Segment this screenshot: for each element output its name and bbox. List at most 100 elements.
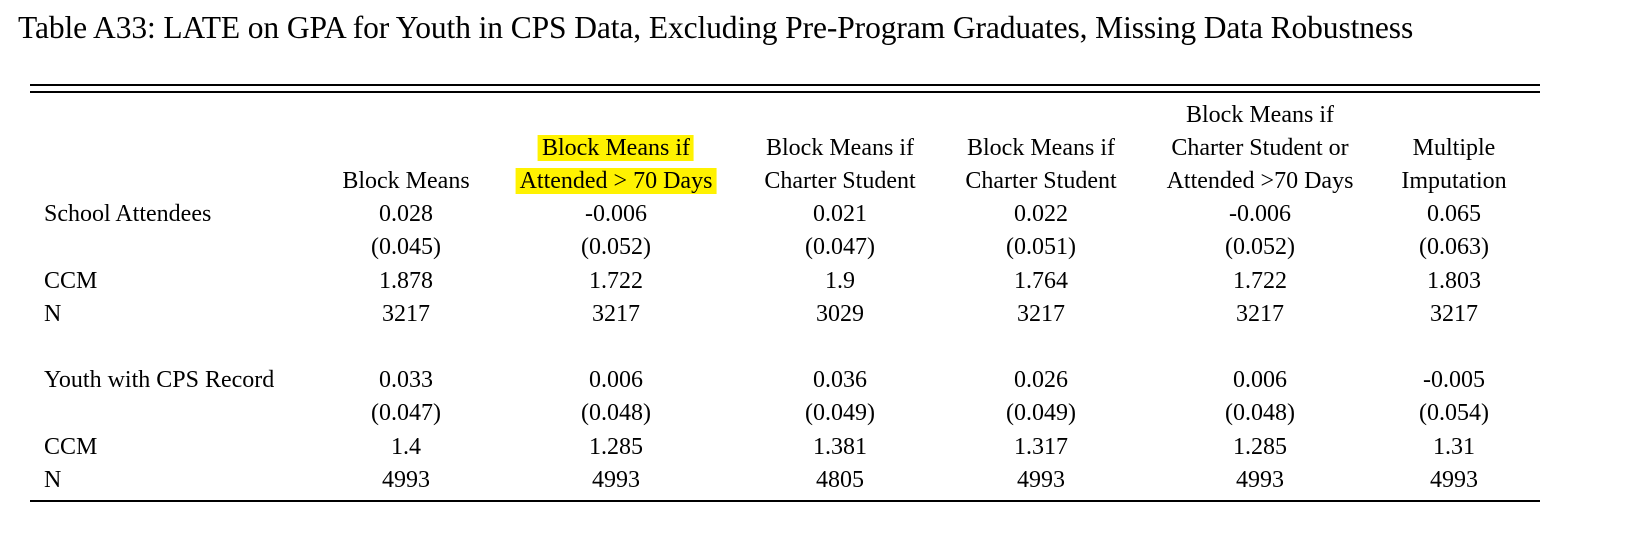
table-row: N 4993 4993 4805 4993 4993 4993 bbox=[30, 464, 1540, 497]
table-header-row: Block Means Block Means if Attended > 70 D… bbox=[30, 98, 1540, 198]
table-cell: 0.021 bbox=[813, 201, 867, 227]
table-cell: 4993 bbox=[382, 467, 430, 494]
table-row: Youth with CPS Record 0.033 0.006 0.036 0.02… bbox=[30, 364, 1540, 397]
table-cell: 0.065 bbox=[1427, 201, 1481, 227]
panel-spacer bbox=[30, 331, 1540, 364]
column-header-line: Charter Student bbox=[764, 165, 915, 198]
table-row: (0.045) (0.052) (0.047) (0.051) (0.052) (0.06… bbox=[30, 231, 1540, 264]
column-header-line: Block Means if bbox=[764, 132, 915, 165]
table-cell: 1.285 bbox=[589, 433, 643, 460]
table-cell: (0.047) bbox=[805, 234, 875, 261]
table-cell: (0.048) bbox=[1225, 400, 1295, 427]
table-cell: (0.054) bbox=[1419, 400, 1489, 427]
column-header-2: Block Means if Attended > 70 Days bbox=[515, 132, 717, 198]
table-cell: 0.036 bbox=[813, 367, 867, 394]
column-header-1: Block Means bbox=[342, 165, 469, 198]
column-header-text: Block Means if bbox=[538, 135, 694, 161]
table-cell: 1.722 bbox=[1233, 267, 1287, 294]
table-cell: (0.047) bbox=[371, 400, 441, 427]
table-cell: 1.764 bbox=[1014, 267, 1068, 294]
table-caption: Table A33: LATE on GPA for Youth in CPS … bbox=[18, 10, 1414, 45]
table-cell: 1.381 bbox=[813, 433, 867, 460]
top-rule-2 bbox=[30, 91, 1540, 93]
column-header-line: Block Means if bbox=[516, 132, 717, 165]
table-row: CCM 1.4 1.285 1.381 1.317 1.285 1.31 bbox=[30, 431, 1540, 464]
table-cell: -0.005 bbox=[1423, 367, 1485, 394]
table-cell: 0.026 bbox=[1014, 367, 1068, 394]
table-cell: 3029 bbox=[816, 300, 864, 327]
column-header-text: Imputation bbox=[1401, 168, 1507, 194]
bottom-rule bbox=[30, 500, 1540, 502]
table-cell: 1.285 bbox=[1233, 433, 1287, 460]
table-cell: 4993 bbox=[1017, 467, 1065, 494]
column-header-line: Block Means if bbox=[965, 132, 1116, 165]
table-cell: 1.317 bbox=[1014, 433, 1068, 460]
table-cell: 3217 bbox=[1236, 300, 1284, 327]
table-cell: (0.048) bbox=[581, 400, 651, 427]
row-label: CCM bbox=[44, 433, 98, 460]
column-header-line: Charter Student bbox=[965, 165, 1116, 198]
column-header-text: Multiple bbox=[1412, 135, 1496, 161]
table-cell: (0.052) bbox=[581, 234, 651, 261]
column-header-line: Multiple bbox=[1401, 132, 1506, 165]
table-cell: (0.045) bbox=[371, 234, 441, 261]
table-cell: (0.063) bbox=[1419, 234, 1489, 261]
table-cell: 4993 bbox=[1430, 467, 1478, 494]
table-cell: 0.022 bbox=[1014, 201, 1068, 227]
table-cell: (0.049) bbox=[1006, 400, 1076, 427]
column-header-text: Charter Student bbox=[965, 168, 1117, 194]
column-header-text: Charter Student bbox=[764, 168, 916, 194]
results-table: Block Means Block Means if Attended > 70 D… bbox=[30, 98, 1540, 497]
table-cell: 1.31 bbox=[1433, 433, 1475, 460]
column-header-text: Block Means bbox=[342, 168, 470, 194]
table-cell: 1.722 bbox=[589, 267, 643, 294]
table-cell: 4993 bbox=[592, 467, 640, 494]
table-cell: 3217 bbox=[382, 300, 430, 327]
column-header-5: Block Means if Charter Student or Attended… bbox=[1167, 99, 1354, 198]
row-label: School Attendees bbox=[44, 201, 212, 227]
table-body: School Attendees 0.028 -0.006 0.021 0.022 -0.… bbox=[30, 198, 1540, 497]
column-header-4: Block Means if Charter Student bbox=[965, 132, 1116, 198]
table-cell: 3217 bbox=[592, 300, 640, 327]
column-header-line: Block Means if bbox=[1167, 99, 1354, 132]
table-cell: -0.006 bbox=[585, 201, 647, 227]
column-header-6: Multiple Imputation bbox=[1401, 132, 1506, 198]
table-cell: 1.4 bbox=[391, 433, 421, 460]
column-header-line: Attended > 70 Days bbox=[515, 165, 717, 198]
column-header-line: Charter Student or bbox=[1167, 132, 1354, 165]
column-header-line: Block Means bbox=[342, 165, 469, 198]
row-label: N bbox=[44, 300, 62, 327]
table-cell: 1.878 bbox=[379, 267, 433, 294]
table-cell: 4805 bbox=[816, 467, 864, 494]
row-label: N bbox=[44, 467, 62, 494]
table-cell: 0.006 bbox=[589, 367, 643, 394]
table-row: CCM 1.878 1.722 1.9 1.764 1.722 1.803 bbox=[30, 265, 1540, 298]
table-cell: (0.049) bbox=[805, 400, 875, 427]
column-header-text: Block Means if bbox=[1186, 102, 1334, 128]
table-cell: 1.803 bbox=[1427, 267, 1481, 294]
table-cell: -0.006 bbox=[1229, 201, 1291, 227]
table-row: School Attendees 0.028 -0.006 0.021 0.022 -0.… bbox=[30, 198, 1540, 231]
column-header-text: Attended >70 Days bbox=[1166, 168, 1354, 194]
column-header-text: Block Means if bbox=[967, 135, 1115, 161]
table-cell: 1.9 bbox=[825, 267, 855, 294]
table-cell: 3217 bbox=[1430, 300, 1478, 327]
table-cell: 0.006 bbox=[1233, 367, 1287, 394]
table-cell: 4993 bbox=[1236, 467, 1284, 494]
column-header-3: Block Means if Charter Student bbox=[764, 132, 915, 198]
table-cell: (0.052) bbox=[1225, 234, 1295, 261]
table-cell: 0.033 bbox=[379, 367, 433, 394]
table-row: N 3217 3217 3029 3217 3217 3217 bbox=[30, 298, 1540, 331]
table-row: (0.047) (0.048) (0.049) (0.049) (0.048) (0.05… bbox=[30, 397, 1540, 430]
column-header-line: Imputation bbox=[1401, 165, 1506, 198]
top-rule-1 bbox=[30, 84, 1540, 86]
row-label: CCM bbox=[44, 267, 98, 294]
column-header-text: Block Means if bbox=[766, 135, 914, 161]
table-cell: 3217 bbox=[1017, 300, 1065, 327]
table-cell: 0.028 bbox=[379, 201, 433, 227]
column-header-line: Attended >70 Days bbox=[1167, 165, 1354, 198]
column-header-text: Attended > 70 Days bbox=[515, 168, 717, 194]
column-header-text: Charter Student or bbox=[1171, 135, 1349, 161]
row-label: Youth with CPS Record bbox=[44, 367, 275, 394]
table-cell: (0.051) bbox=[1006, 234, 1076, 261]
